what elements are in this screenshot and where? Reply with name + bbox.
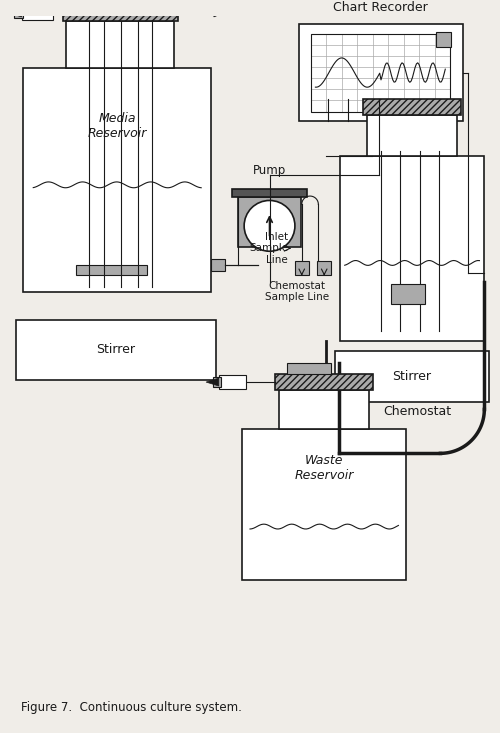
Bar xyxy=(14,8,24,18)
Text: Figure 7.  Continuous culture system.: Figure 7. Continuous culture system. xyxy=(20,701,242,714)
Polygon shape xyxy=(24,67,211,292)
Polygon shape xyxy=(206,378,219,386)
Bar xyxy=(232,188,306,196)
Polygon shape xyxy=(242,429,406,581)
Text: Chemostat: Chemostat xyxy=(383,405,451,418)
Polygon shape xyxy=(214,9,224,17)
Bar xyxy=(62,5,178,21)
Bar xyxy=(367,114,457,155)
Polygon shape xyxy=(340,155,484,341)
Bar xyxy=(213,377,220,387)
Bar xyxy=(238,196,301,247)
Text: Media
Reservoir: Media Reservoir xyxy=(88,112,147,140)
Bar xyxy=(335,351,489,402)
Ellipse shape xyxy=(244,200,295,251)
Text: Chart Recorder: Chart Recorder xyxy=(334,1,428,14)
Bar xyxy=(211,259,224,270)
Bar xyxy=(16,320,216,380)
Bar xyxy=(299,23,463,122)
Bar xyxy=(310,34,450,111)
Bar xyxy=(364,99,461,114)
Bar xyxy=(295,261,308,275)
Text: Pump: Pump xyxy=(253,164,286,177)
Bar xyxy=(22,6,53,20)
Polygon shape xyxy=(9,9,22,17)
Bar xyxy=(276,375,373,390)
Text: Chemostat
Sample Line: Chemostat Sample Line xyxy=(265,281,329,302)
Bar xyxy=(219,375,246,389)
Bar xyxy=(66,21,174,67)
Text: Inlet
Sample
Line: Inlet Sample Line xyxy=(249,232,288,265)
Text: Stirrer: Stirrer xyxy=(392,369,432,383)
Bar xyxy=(436,32,451,47)
Text: Waste
Reservoir: Waste Reservoir xyxy=(294,454,354,482)
Bar xyxy=(280,390,369,429)
Text: Stirrer: Stirrer xyxy=(96,343,135,356)
Bar xyxy=(287,363,331,375)
Bar xyxy=(390,284,425,304)
Bar xyxy=(318,261,331,275)
Bar xyxy=(76,265,146,275)
